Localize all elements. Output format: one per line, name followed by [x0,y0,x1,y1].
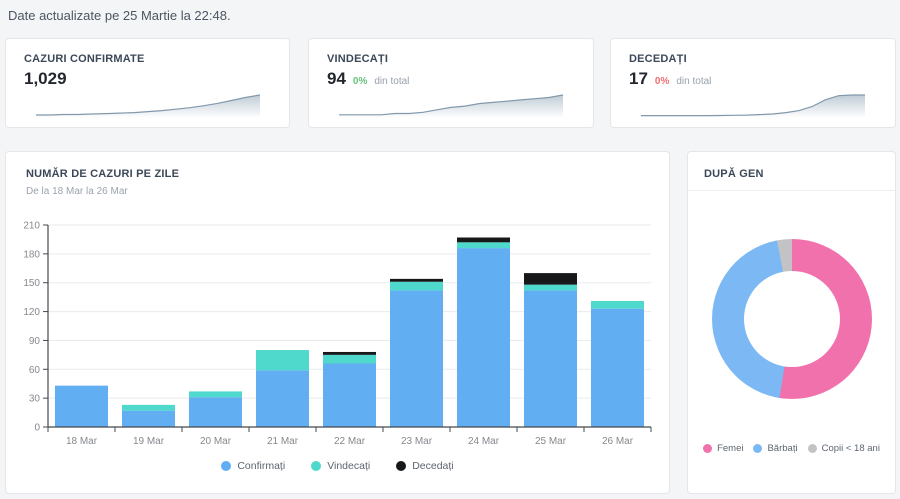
confirmed-legend-dot-icon [221,461,232,471]
stat-card-value: 1,029 [24,69,67,88]
legend-label: Vindecați [327,460,371,472]
x-axis-label: 26 Mar [602,436,634,447]
recovered-legend-dot-icon [311,461,322,471]
bar-segment[interactable] [390,281,443,291]
x-axis-label: 19 Mar [133,436,165,447]
bar-segment[interactable] [591,308,644,427]
legend-label: Decedați [412,460,454,472]
legend-item-children[interactable]: Copii < 18 ani [807,443,880,454]
bar-segment[interactable] [524,284,577,291]
bar-segment[interactable] [390,278,443,282]
sparkline-line [339,94,564,116]
daily-cases-subtitle: De la 18 Mar la 26 Mar [26,186,128,197]
last-updated-text: Date actualizate pe 25 Martie la 22:48. [8,8,231,23]
bar-segment[interactable] [323,351,376,355]
bar-segment[interactable] [189,391,242,398]
bar-chart-legend: Confirmați Vindecați Decedați [6,460,669,472]
stat-card-confirmed: CAZURI CONFIRMATE 1,029 [5,38,290,128]
y-axis-label: 0 [34,423,40,434]
legend-label: Bărbați [767,443,798,454]
x-axis-label: 21 Mar [267,436,299,447]
legend-item-men[interactable]: Bărbați [753,443,798,454]
legend-label: Copii < 18 ani [821,443,880,454]
stat-card-value: 94 [327,69,346,88]
men-legend-dot-icon [753,444,763,453]
daily-cases-panel: NUMĂR DE CAZURI PE ZILE De la 18 Mar la … [5,151,670,494]
x-axis-label: 20 Mar [200,436,232,447]
bar-segment[interactable] [591,300,644,309]
daily-cases-title: NUMĂR DE CAZURI PE ZILE [26,168,180,180]
bar-segment[interactable] [122,404,175,411]
y-axis-label: 60 [29,365,41,376]
stat-card-value: 17 [629,69,648,88]
gender-panel-title: DUPĂ GEN [704,168,764,180]
deceased-legend-dot-icon [396,461,407,471]
legend-item-women[interactable]: Femei [703,443,743,454]
x-axis-label: 22 Mar [334,436,366,447]
legend-label: Femei [717,443,744,454]
stat-card-value-row: 1,029 [24,69,277,89]
legend-item-recovered[interactable]: Vindecați [311,460,370,472]
bar-segment[interactable] [457,242,510,249]
y-axis-label: 150 [23,278,40,289]
y-axis-label: 180 [23,249,40,260]
panel-divider [688,190,895,191]
x-axis-label: 25 Mar [535,436,567,447]
bar-segment[interactable] [524,290,577,427]
bar-segment[interactable] [457,237,510,243]
sparkline-area [36,95,260,118]
y-axis-label: 120 [23,307,40,318]
y-axis-label: 210 [23,221,40,232]
bar-segment[interactable] [189,397,242,427]
sparkline-line [641,94,865,117]
sparkline-line [36,94,261,116]
sparkline-chart [339,94,564,118]
stat-card-value-row: 94 0% din total [327,69,581,89]
bar-segment[interactable] [256,370,309,427]
bar-segment[interactable] [390,290,443,427]
y-axis-label: 90 [29,336,41,347]
y-axis-label: 30 [29,394,41,405]
bar-segment[interactable] [457,248,510,427]
stat-card-value-row: 17 0% din total [629,69,883,89]
sparkline-area [339,95,563,118]
stat-card-recovered: VINDECAȚI 94 0% din total [308,38,594,128]
stat-card-deceased: DECEDAȚI 17 0% din total [610,38,896,128]
stat-card-percent: 0% [352,76,368,87]
daily-cases-bar-chart[interactable]: 0 30 60 90 120 150 180 210 18 Mar 19 Mar 20 Mar 21 … [22,210,662,448]
bar-segment[interactable] [323,354,376,364]
gender-donut-chart[interactable] [711,239,872,399]
legend-item-deceased[interactable]: Decedați [396,460,454,472]
stat-card-title: CAZURI CONFIRMATE [24,53,145,65]
stat-card-percent: 0% [654,76,670,87]
stat-card-percent-label: din total [374,76,410,87]
legend-label: Confirmați [237,460,286,472]
legend-item-confirmed[interactable]: Confirmați [221,460,285,472]
x-axis-label: 18 Mar [66,436,98,447]
women-legend-dot-icon [703,444,713,453]
donut-hole [743,271,840,367]
stat-card-title: DECEDAȚI [629,53,687,65]
sparkline-chart [641,94,865,118]
x-axis-label: 24 Mar [468,436,500,447]
bar-segment[interactable] [122,410,175,427]
stat-card-title: VINDECAȚI [327,53,389,65]
bar-segment[interactable] [256,350,309,371]
sparkline-area [641,95,865,118]
stat-card-percent-label: din total [676,76,712,87]
bar-segment[interactable] [323,363,376,427]
sparkline-chart [36,94,261,118]
bar-segment[interactable] [524,273,577,285]
gender-panel: DUPĂ GEN Femei Bărbați Copii < 18 ani [687,151,896,494]
bar-segment[interactable] [55,385,108,427]
x-axis-label: 23 Mar [401,436,433,447]
gender-legend: Femei Bărbați Copii < 18 ani [688,443,895,454]
children-legend-dot-icon [807,444,817,453]
